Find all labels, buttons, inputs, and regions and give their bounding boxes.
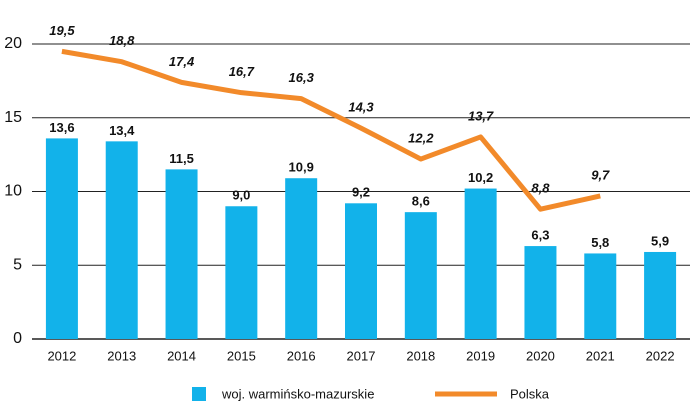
bar <box>644 251 677 339</box>
bar-value-label: 13,4 <box>109 123 135 138</box>
line-value-label: 14,3 <box>348 100 374 115</box>
bar <box>225 206 258 339</box>
bar <box>404 212 437 339</box>
bar <box>464 188 497 339</box>
bar <box>345 203 377 339</box>
line <box>61 48 601 212</box>
line-value-label: 16,3 <box>289 70 315 85</box>
bar <box>105 141 138 339</box>
y-tick-label: 0 <box>13 330 22 347</box>
y-tick-label: 10 <box>4 183 22 200</box>
x-tick-label: 2022 <box>646 348 675 363</box>
y-tick-label: 15 <box>4 109 22 126</box>
x-tick-label: 2017 <box>347 348 376 363</box>
bar-value-label: 8,6 <box>412 194 430 209</box>
bar-value-label: 6,3 <box>531 228 549 243</box>
x-tick-label: 2018 <box>406 348 435 363</box>
x-tick-label: 2012 <box>47 348 76 363</box>
line-value-label: 16,7 <box>229 64 255 79</box>
bar-value-label: 10,2 <box>468 170 493 185</box>
line-value-label: 12,2 <box>408 130 434 145</box>
bar-value-label: 11,5 <box>169 151 194 166</box>
bar <box>584 253 617 339</box>
y-tick-label: 5 <box>13 256 22 273</box>
x-tick-label: 2020 <box>526 348 555 363</box>
bar-value-label: 13,6 <box>49 120 74 135</box>
bar-value-label: 5,9 <box>651 233 669 248</box>
x-tick-label: 2014 <box>167 348 196 363</box>
x-tick-label: 2016 <box>287 348 316 363</box>
line-value-label: 18,8 <box>109 33 135 48</box>
bar-value-label: 5,8 <box>591 235 609 250</box>
bar <box>285 178 318 339</box>
bar <box>45 138 78 339</box>
bar <box>165 169 198 339</box>
bar <box>524 246 557 339</box>
legend-swatch <box>192 387 206 401</box>
x-tick-label: 2019 <box>466 348 495 363</box>
x-tick-label: 2021 <box>586 348 615 363</box>
line-value-label: 19,5 <box>49 23 75 38</box>
bar-value-label: 9,0 <box>232 188 250 203</box>
line-value-label: 9,7 <box>591 167 610 182</box>
bar-value-label: 9,2 <box>352 185 370 200</box>
x-tick-label: 2013 <box>107 348 136 363</box>
line-value-label: 17,4 <box>169 54 195 69</box>
bar-value-label: 10,9 <box>289 160 314 175</box>
legend-label: woj. warmińsko-mazurskie <box>221 386 374 401</box>
y-tick-label: 20 <box>4 35 22 52</box>
line-value-label: 8,8 <box>531 181 550 196</box>
line-value-label: 13,7 <box>468 108 494 123</box>
x-tick-label: 2015 <box>227 348 256 363</box>
legend-label: Polska <box>510 386 550 401</box>
